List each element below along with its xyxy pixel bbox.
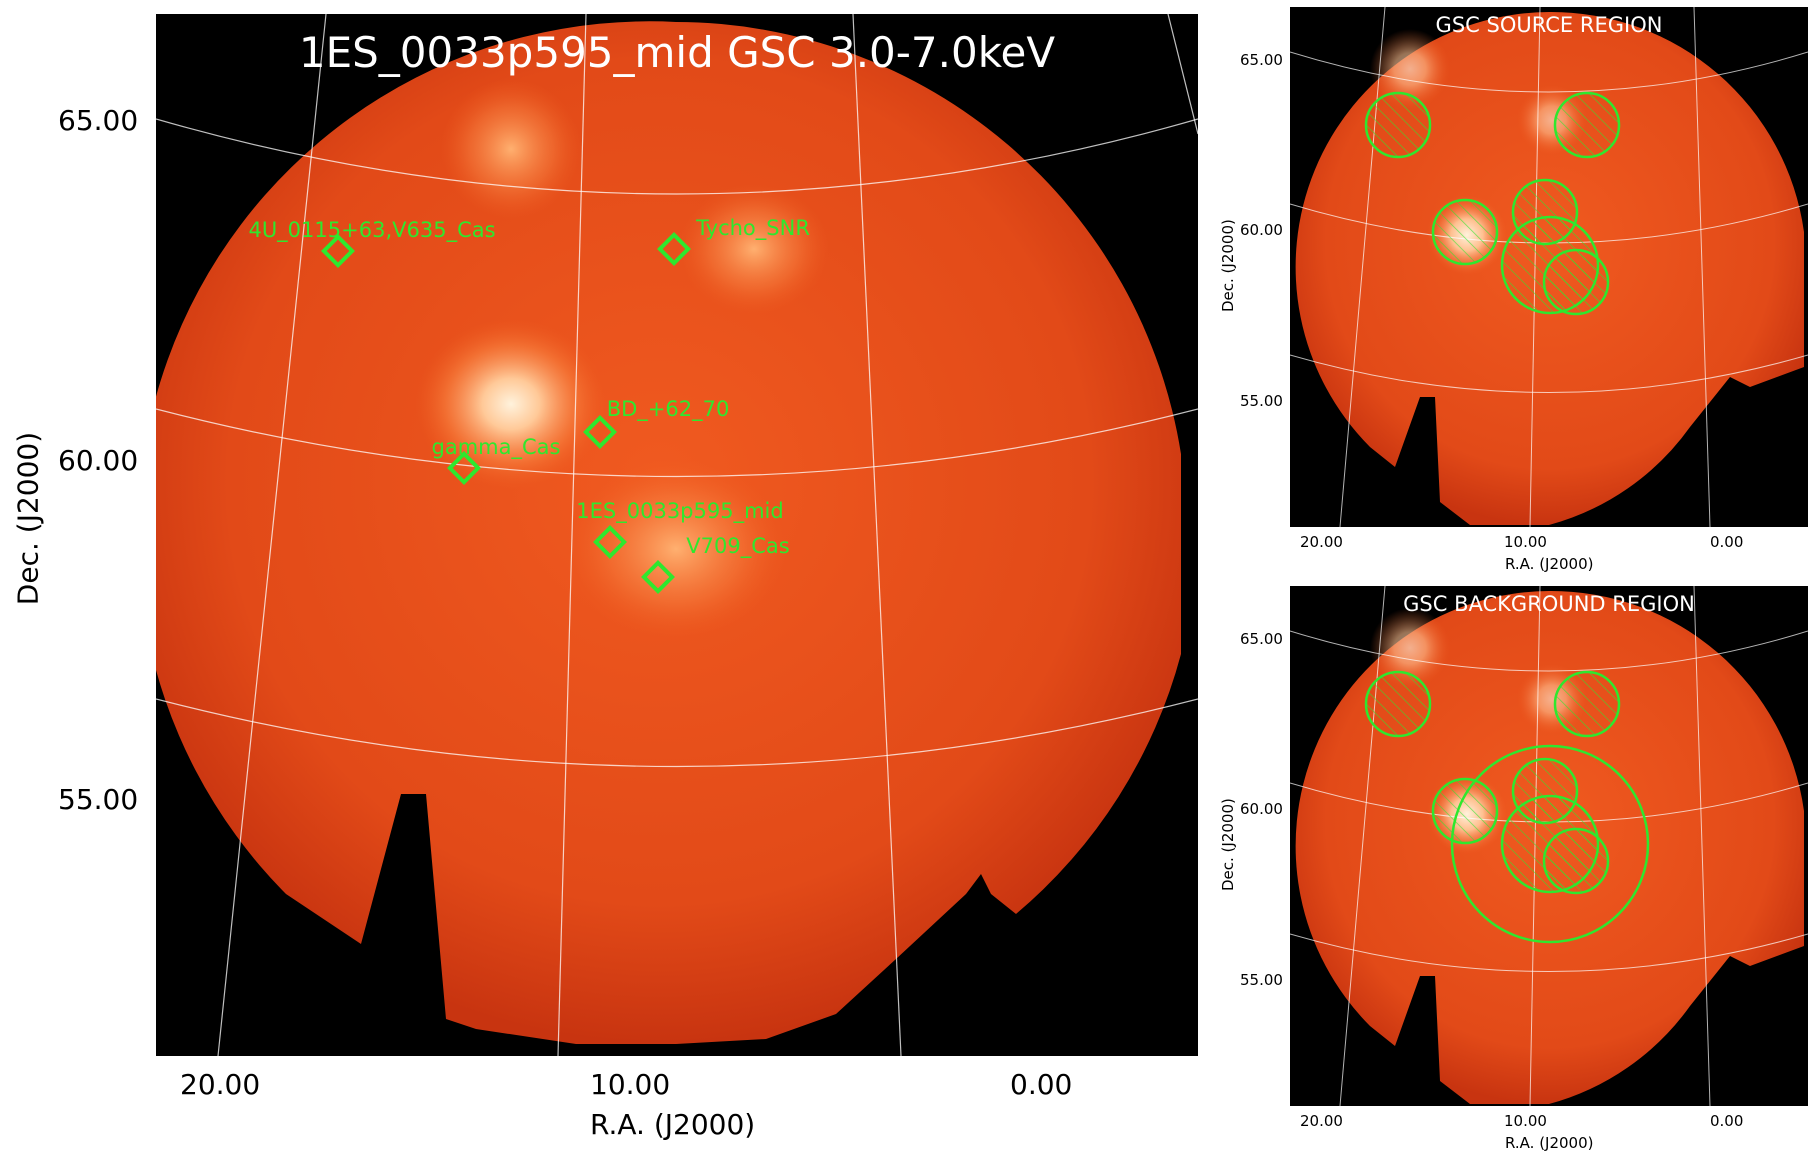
source-region-title: GSC SOURCE REGION xyxy=(1435,13,1663,37)
source-label: BD_+62_70 xyxy=(606,397,730,421)
source-marker[interactable] xyxy=(593,525,627,559)
source-marker[interactable] xyxy=(321,234,355,268)
coordinate-grid xyxy=(156,14,1198,1056)
dec-tick-label: 65.00 xyxy=(1240,51,1283,69)
source-marker[interactable] xyxy=(583,415,617,449)
dec-tick-label: 55.00 xyxy=(1240,971,1283,989)
ra-tick-label: 10.00 xyxy=(590,1068,671,1101)
ra-tick-label: 0.00 xyxy=(1710,533,1744,551)
excluded-region-circle[interactable] xyxy=(1364,670,1432,738)
background-annulus-circle[interactable] xyxy=(1450,744,1650,944)
y-axis-label: Dec. (J2000) xyxy=(1219,798,1237,891)
source-label: Tycho_SNR xyxy=(696,216,810,240)
main-image-panel[interactable]: 1ES_0033p595_mid GSC 3.0-7.0keV 4U_0115+… xyxy=(156,14,1198,1056)
dec-tick-label: 55.00 xyxy=(1240,392,1283,410)
bright-spot xyxy=(566,459,786,639)
x-axis-label: R.A. (J2000) xyxy=(590,1108,756,1141)
excluded-region-circle[interactable] xyxy=(1542,827,1610,895)
dec-tick-label: 60.00 xyxy=(1240,221,1283,239)
excluded-region-circle[interactable] xyxy=(1553,670,1621,738)
background-region-panel[interactable]: GSC BACKGROUND REGION xyxy=(1290,586,1808,1106)
ra-tick-label: 20.00 xyxy=(1300,1112,1343,1130)
x-axis-label: R.A. (J2000) xyxy=(1505,1134,1594,1152)
source-region-circle[interactable] xyxy=(1542,248,1610,316)
coordinate-grid xyxy=(1290,7,1808,527)
y-axis-label: Dec. (J2000) xyxy=(11,431,45,606)
source-label: 1ES_0033p595_mid xyxy=(576,499,784,523)
source-label: V709_Cas xyxy=(686,534,790,558)
ra-tick-label: 0.00 xyxy=(1010,1068,1073,1101)
source-marker[interactable] xyxy=(447,451,481,485)
background-region-title: GSC BACKGROUND REGION xyxy=(1403,592,1695,616)
ra-tick-label: 20.00 xyxy=(180,1068,261,1101)
ra-tick-label: 20.00 xyxy=(1300,533,1343,551)
ra-tick-label: 10.00 xyxy=(1504,1112,1547,1130)
bright-spot xyxy=(679,184,829,314)
source-label: 4U_0115+63,V635_Cas xyxy=(248,218,496,242)
source-region-circle[interactable] xyxy=(1553,91,1621,159)
source-region-panel[interactable]: GSC SOURCE REGION xyxy=(1290,7,1808,527)
main-sky-image xyxy=(156,14,1198,1056)
dec-tick-label: 60.00 xyxy=(58,444,139,477)
y-axis-label: Dec. (J2000) xyxy=(1219,219,1237,312)
dec-tick-label: 55.00 xyxy=(58,783,139,816)
source-region-image xyxy=(1290,7,1808,527)
dec-tick-label: 65.00 xyxy=(1240,630,1283,648)
bright-spot xyxy=(416,319,606,489)
source-label: gamma_Cas xyxy=(431,435,561,459)
dec-tick-label: 65.00 xyxy=(58,104,139,137)
background-region-image xyxy=(1290,586,1808,1106)
main-title: 1ES_0033p595_mid GSC 3.0-7.0keV xyxy=(298,28,1056,77)
x-axis-label: R.A. (J2000) xyxy=(1505,555,1594,573)
ra-tick-label: 0.00 xyxy=(1710,1112,1744,1130)
source-marker[interactable] xyxy=(657,232,691,266)
ra-tick-label: 10.00 xyxy=(1504,533,1547,551)
excluded-region-circle[interactable] xyxy=(1431,777,1499,845)
source-region-circle[interactable] xyxy=(1364,91,1432,159)
source-marker[interactable] xyxy=(641,560,675,594)
source-region-circle[interactable] xyxy=(1431,198,1499,266)
bright-spot xyxy=(441,79,581,219)
dec-tick-label: 60.00 xyxy=(1240,800,1283,818)
